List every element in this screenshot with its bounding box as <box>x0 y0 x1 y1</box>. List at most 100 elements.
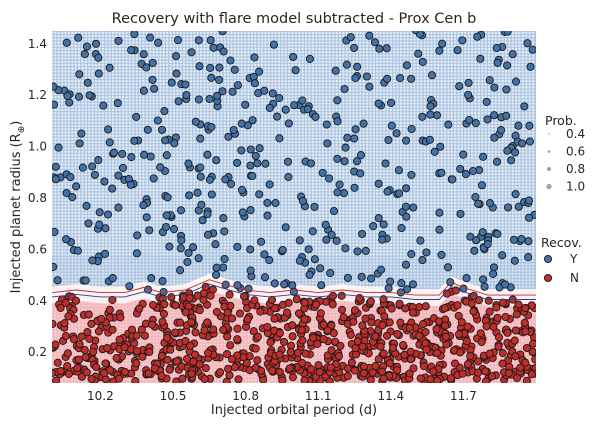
prob-dot <box>74 237 77 240</box>
prob-dot <box>64 243 67 247</box>
prob-dot <box>169 47 172 51</box>
prob-dot <box>91 234 94 237</box>
prob-dot <box>169 150 172 153</box>
prob-dot <box>81 327 84 330</box>
prob-dot <box>155 131 159 134</box>
prob-dot <box>105 76 108 80</box>
prob-dot <box>111 182 115 186</box>
prob-dot <box>111 179 115 182</box>
prob-dot <box>95 276 97 278</box>
prob-dot <box>203 31 206 35</box>
prob-dot <box>139 256 142 259</box>
prob-dot <box>94 140 98 144</box>
prob-dot <box>166 260 169 262</box>
prob-dot <box>78 321 80 323</box>
prob-dot <box>176 79 179 83</box>
prob-dot <box>176 221 179 224</box>
prob-dot <box>122 305 124 307</box>
prob-dot <box>189 60 193 63</box>
prob-dot <box>159 160 162 163</box>
prob-dot <box>105 276 108 278</box>
prob-dot <box>152 269 155 272</box>
prob-dot <box>101 189 105 192</box>
prob-dot <box>112 324 114 327</box>
prob-dot <box>156 263 158 266</box>
prob-dot <box>108 76 111 80</box>
prob-dot <box>196 218 199 221</box>
prob-dot <box>105 137 108 141</box>
prob-dot <box>172 243 176 247</box>
prob-dot <box>78 330 80 333</box>
prob-dot <box>77 63 81 67</box>
prob-dot <box>176 205 179 208</box>
prob-dot <box>67 51 71 54</box>
prob-dot <box>179 195 182 198</box>
prob-dot <box>122 327 124 330</box>
prob-dot <box>189 279 192 282</box>
prob-dot <box>186 44 189 47</box>
prob-dot <box>67 47 71 51</box>
prob-dot <box>138 92 142 96</box>
prob-dot <box>118 89 122 92</box>
prob-dot <box>105 108 108 112</box>
prob-dot <box>176 115 179 118</box>
prob-dot <box>173 266 175 269</box>
prob-dot <box>111 73 115 76</box>
prob-dot <box>98 137 101 141</box>
prob-dot <box>105 47 108 51</box>
prob-dot <box>142 243 145 247</box>
prob-dot <box>115 321 118 323</box>
prob-dot <box>149 44 152 47</box>
prob-dot <box>61 118 64 121</box>
prob-dot <box>118 57 122 60</box>
prob-dot <box>155 70 159 73</box>
prob-dot <box>182 102 186 105</box>
prob-dot <box>193 70 196 73</box>
prob-dot <box>74 330 77 333</box>
prob-dot <box>166 269 169 272</box>
prob-dot <box>182 134 186 137</box>
prob-dot <box>95 266 97 269</box>
prob-dot <box>166 131 169 134</box>
prob-dot <box>61 350 63 352</box>
prob-dot <box>67 118 71 121</box>
prob-dot <box>101 38 105 41</box>
prob-dot <box>94 179 98 182</box>
prob-dot <box>183 276 186 278</box>
prob-dot <box>54 285 57 288</box>
prob-dot <box>88 153 91 157</box>
prob-dot <box>88 67 91 70</box>
prob-dot <box>71 118 74 121</box>
prob-dot <box>67 218 71 221</box>
prob-dot <box>179 89 182 92</box>
prob-dot <box>139 321 141 323</box>
prob-dot <box>135 201 138 205</box>
prob-dot <box>196 131 199 134</box>
prob-dot <box>115 198 118 202</box>
prob-dot <box>203 44 206 47</box>
prob-dot <box>94 195 98 198</box>
prob-dot <box>203 70 206 73</box>
prob-dot <box>145 108 149 112</box>
prob-dot <box>95 302 97 304</box>
prob-dot <box>67 272 70 275</box>
prob-dot <box>105 31 108 35</box>
prob-dot <box>138 86 142 89</box>
prob-dot <box>193 44 196 47</box>
prob-dot <box>145 31 149 35</box>
prob-dot <box>121 140 125 144</box>
prob-dot <box>101 144 105 147</box>
prob-dot <box>91 147 94 150</box>
prob-dot <box>159 337 162 339</box>
prob-dot <box>64 250 67 253</box>
prob-dot <box>57 51 60 54</box>
prob-dot <box>61 131 64 134</box>
prob-dot <box>155 185 159 189</box>
prob-dot <box>74 173 77 176</box>
prob-dot <box>71 115 74 118</box>
prob-dot <box>74 115 77 118</box>
prob-dot <box>91 67 94 70</box>
prob-dot <box>102 334 104 336</box>
prob-dot <box>67 31 71 35</box>
prob-dot <box>196 279 199 282</box>
